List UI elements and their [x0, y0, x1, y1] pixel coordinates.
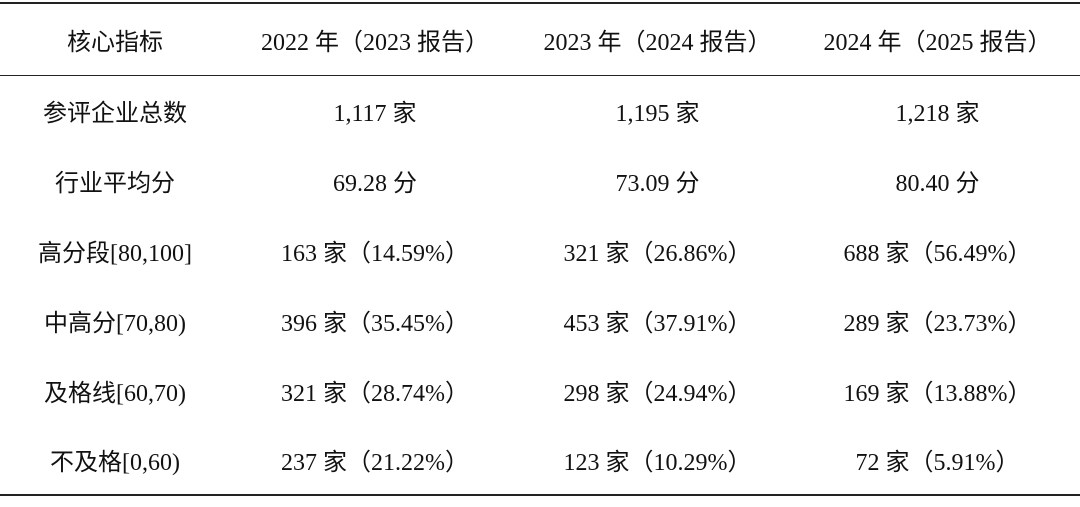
- table-cell: 1,117 家: [333, 100, 417, 127]
- table-cell: 688 家（56.49%）: [843, 240, 1032, 267]
- row-label: 高分段[80,100]: [38, 240, 192, 267]
- table-cell: 73.09 分: [615, 170, 700, 197]
- table-cell: 396 家（35.45%）: [281, 310, 469, 337]
- header-cell: 2023 年（2024 报告）: [520, 2, 795, 76]
- header-row: 核心指标 2022 年（2023 报告） 2023 年（2024 报告） 2024 年…: [0, 2, 1080, 76]
- table-cell: 1,195 家: [615, 100, 700, 127]
- table-cell: 163 家（14.59%）: [281, 240, 469, 267]
- row-label: 中高分[70,80): [44, 310, 186, 337]
- table-body: 参评企业总数 1,117 家 1,195 家 1,218 家行业平均分 69.28 分 7…: [0, 75, 1080, 496]
- table-cell: 72 家（5.91%）: [795, 425, 1080, 496]
- table-cell: 321 家（26.86%）: [563, 240, 752, 267]
- table-cell: 298 家（24.94%）: [563, 380, 752, 407]
- table-row: 中高分[70,80) 396 家（35.45%） 453 家（37.91%） 289 …: [0, 285, 1080, 355]
- table-row: 参评企业总数 1,117 家 1,195 家 1,218 家: [0, 75, 1080, 145]
- row-label: 参评企业总数: [43, 100, 187, 127]
- row-label: 行业平均分: [55, 170, 175, 197]
- table-cell: 237 家（21.22%）: [230, 425, 520, 496]
- table-cell: 453 家（37.91%）: [563, 310, 752, 337]
- table-cell: 321 家（28.74%）: [281, 380, 469, 407]
- row-label: 不及格[0,60): [0, 425, 230, 496]
- table-cell: 123 家（10.29%）: [520, 425, 795, 496]
- table-cell: 1,218 家: [895, 100, 980, 127]
- header-cell: 核心指标: [0, 2, 230, 76]
- row-label: 及格线[60,70): [44, 380, 186, 407]
- header-cell: 2022 年（2023 报告）: [230, 2, 520, 76]
- table-header: 核心指标 2022 年（2023 报告） 2023 年（2024 报告） 2024 年…: [0, 2, 1080, 76]
- table-row: 不及格[0,60) 237 家（21.22%） 123 家（10.29%） 72 家（…: [0, 425, 1080, 496]
- header-cell: 2024 年（2025 报告）: [795, 2, 1080, 76]
- table-row: 行业平均分 69.28 分 73.09 分 80.40 分: [0, 145, 1080, 215]
- table-row: 高分段[80,100] 163 家（14.59%） 321 家（26.86%） 688…: [0, 215, 1080, 285]
- data-table: 核心指标 2022 年（2023 报告） 2023 年（2024 报告） 2024 年…: [0, 2, 1080, 496]
- table-cell: 69.28 分: [333, 170, 417, 197]
- table-cell: 80.40 分: [895, 170, 980, 197]
- table-row: 及格线[60,70) 321 家（28.74%） 298 家（24.94%） 169 …: [0, 355, 1080, 425]
- table-cell: 289 家（23.73%）: [843, 310, 1032, 337]
- table-cell: 169 家（13.88%）: [843, 380, 1032, 407]
